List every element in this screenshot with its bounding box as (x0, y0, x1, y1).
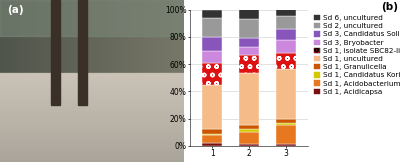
Bar (239, 55, 259, 73)
Bar (239, 132, 259, 144)
Bar (239, 129, 259, 132)
Bar (276, 123, 296, 125)
Bar (202, 135, 222, 143)
Bar (239, 73, 259, 125)
Bar (202, 63, 222, 85)
Text: (a): (a) (7, 5, 24, 15)
Bar (239, 38, 259, 47)
Bar (276, 16, 296, 29)
Bar (276, 125, 296, 144)
Bar (239, 19, 259, 38)
Bar (202, 85, 222, 129)
Bar (202, 18, 222, 37)
Bar (202, 37, 222, 51)
Bar (202, 51, 222, 63)
Legend: Sd 6, uncultured, Sd 2, uncultured, Sd 3, Candidatus Solibacter, Sd 3, Bryobacte: Sd 6, uncultured, Sd 2, uncultured, Sd 3… (314, 15, 400, 95)
Text: (b): (b) (381, 2, 398, 12)
Bar (78, 0, 88, 105)
Bar (276, 119, 296, 123)
Bar (276, 53, 296, 69)
Bar (276, 144, 296, 146)
Bar (239, 125, 259, 129)
Bar (202, 129, 222, 133)
Bar (276, 9, 296, 16)
Bar (202, 133, 222, 135)
Bar (202, 10, 222, 18)
Bar (276, 69, 296, 119)
Bar (239, 9, 259, 19)
Bar (50, 0, 60, 105)
Bar (276, 40, 296, 53)
Bar (0, 0, 184, 36)
Bar (239, 47, 259, 55)
Bar (239, 144, 259, 146)
Bar (202, 143, 222, 146)
Bar (276, 29, 296, 40)
